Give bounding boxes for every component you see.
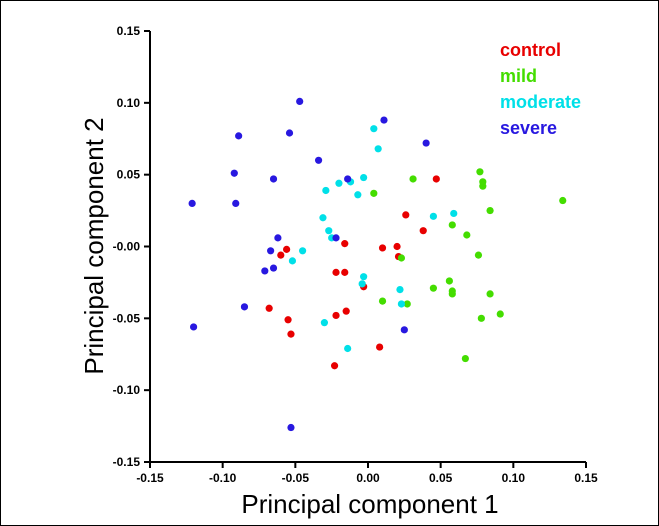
data-point-severe	[261, 267, 269, 275]
data-point-mild	[477, 314, 485, 322]
x-tick-label: 0.05	[429, 471, 453, 485]
data-point-moderate	[344, 344, 352, 353]
legend-entry-severe: severe	[500, 118, 557, 138]
y-tick-label: -0.10	[113, 383, 141, 397]
data-point-control	[283, 245, 291, 253]
data-point-control	[332, 311, 340, 320]
data-point-control	[419, 227, 427, 235]
data-point-severe	[400, 326, 408, 334]
legend-entry-mild: mild	[500, 66, 537, 86]
data-point-mild	[448, 290, 456, 298]
data-point-severe	[232, 199, 240, 207]
data-point-moderate	[450, 209, 458, 218]
y-tick-label: -0.00	[113, 240, 141, 254]
x-tick-label: 0.00	[356, 471, 380, 485]
data-point-severe	[344, 175, 352, 183]
data-point-severe	[269, 264, 278, 272]
data-point-control	[432, 175, 440, 183]
data-point-severe	[269, 175, 278, 183]
data-point-mild	[474, 251, 483, 259]
data-point-mild	[429, 284, 437, 292]
data-point-moderate	[320, 319, 328, 327]
data-point-severe	[422, 139, 430, 147]
data-point-control	[284, 316, 292, 324]
data-point-control	[402, 211, 410, 219]
data-point-mild	[448, 221, 456, 229]
data-point-mild	[486, 290, 494, 298]
y-tick-label: -0.15	[113, 455, 141, 469]
data-point-severe	[287, 423, 295, 432]
data-point-mild	[461, 354, 469, 363]
data-point-moderate	[322, 186, 330, 195]
x-tick-label: -0.10	[209, 471, 237, 485]
data-point-severe	[314, 156, 323, 164]
data-point-mild	[476, 168, 484, 176]
x-tick-label: -0.15	[136, 471, 164, 485]
y-tick-label: -0.05	[113, 311, 141, 325]
data-point-mild	[559, 196, 567, 205]
x-tick-label: 0.15	[574, 471, 598, 485]
data-point-severe	[230, 169, 238, 177]
x-tick-label: -0.05	[282, 471, 310, 485]
data-point-severe	[190, 323, 198, 331]
x-tick-label: 0.10	[502, 471, 526, 485]
legend-entry-control: control	[500, 40, 561, 60]
data-point-control	[330, 362, 339, 370]
data-point-control	[277, 251, 285, 259]
data-point-control	[378, 244, 387, 252]
data-point-moderate	[299, 247, 307, 255]
legend-entry-moderate: moderate	[500, 92, 581, 112]
data-point-moderate	[360, 273, 368, 281]
data-point-mild	[496, 310, 504, 318]
data-point-mild	[445, 277, 453, 285]
data-point-moderate	[358, 280, 366, 288]
data-point-control	[342, 307, 350, 315]
data-point-control	[265, 304, 273, 312]
data-point-mild	[409, 175, 417, 183]
data-point-moderate	[370, 125, 378, 133]
data-point-mild	[370, 189, 378, 197]
y-axis-title: Principal component 2	[79, 117, 109, 374]
data-point-severe	[235, 132, 243, 140]
data-point-moderate	[397, 300, 406, 308]
data-point-control	[341, 240, 349, 248]
data-point-mild	[479, 178, 487, 186]
data-point-moderate	[354, 191, 362, 199]
data-points	[188, 97, 567, 432]
data-point-mild	[397, 254, 406, 262]
y-tick-label: 0.05	[117, 168, 141, 182]
data-point-moderate	[325, 227, 333, 235]
axes: -0.15 -0.10 -0.05 0.00 0.05 0.10 0.15 0.15 0.10 0…	[113, 24, 598, 485]
data-point-severe	[240, 303, 249, 311]
data-point-control	[332, 268, 340, 276]
data-point-moderate	[429, 212, 437, 220]
data-point-moderate	[374, 145, 382, 153]
data-point-moderate	[319, 214, 327, 222]
data-point-moderate	[396, 286, 404, 294]
data-point-severe	[267, 247, 275, 255]
data-point-control	[376, 343, 384, 351]
data-point-severe	[274, 234, 282, 242]
data-point-severe	[296, 97, 304, 105]
y-tick-label: 0.15	[117, 24, 141, 38]
data-point-mild	[403, 300, 411, 308]
data-point-mild	[486, 206, 494, 215]
data-point-severe	[285, 129, 294, 137]
data-point-moderate	[335, 179, 343, 187]
data-point-severe	[332, 234, 340, 242]
data-point-severe	[380, 116, 388, 124]
data-point-control	[341, 268, 349, 276]
data-point-control	[287, 330, 295, 338]
data-point-mild	[378, 297, 387, 305]
x-axis-title: Principal component 1	[241, 489, 498, 519]
data-point-severe	[188, 199, 196, 207]
data-point-control	[393, 242, 401, 251]
data-point-moderate	[360, 173, 368, 182]
legend: control mild moderate severe	[500, 40, 581, 138]
data-point-moderate	[288, 257, 297, 265]
y-tick-label: 0.10	[117, 96, 141, 110]
data-point-mild	[463, 231, 471, 239]
